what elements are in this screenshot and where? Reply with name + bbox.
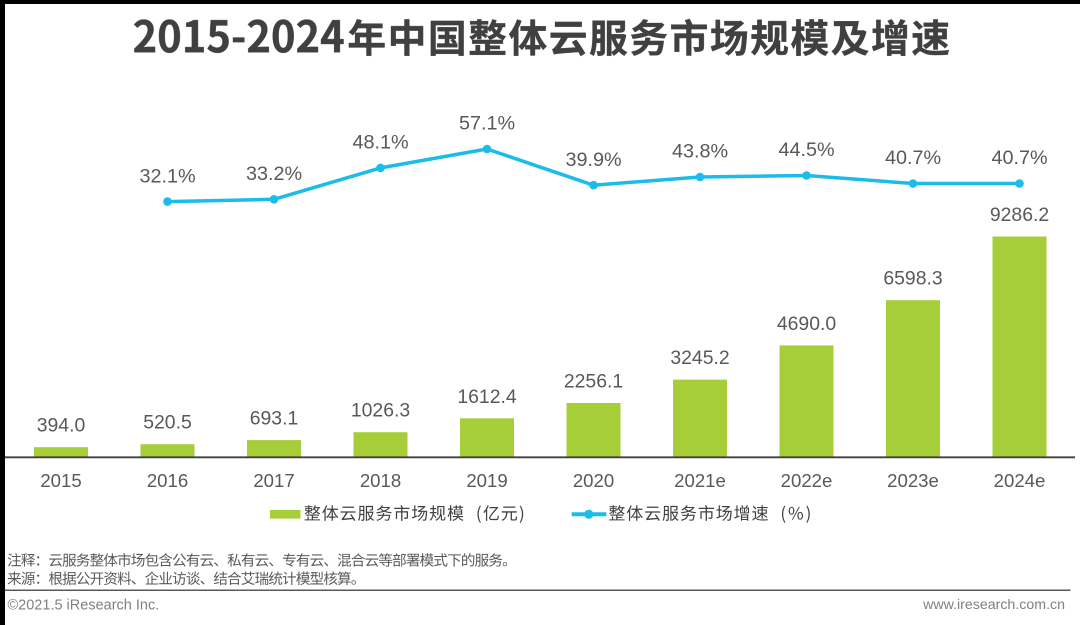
svg-text:44.5%: 44.5% <box>778 139 834 161</box>
svg-text:9286.2: 9286.2 <box>990 204 1049 226</box>
svg-text:2022e: 2022e <box>781 470 833 491</box>
svg-text:40.7%: 40.7% <box>991 147 1047 169</box>
svg-text:www.iresearch.com.cn: www.iresearch.com.cn <box>922 597 1065 613</box>
svg-text:57.1%: 57.1% <box>459 113 515 135</box>
svg-text:1612.4: 1612.4 <box>457 386 517 408</box>
svg-text:2023e: 2023e <box>887 470 939 491</box>
svg-text:2016: 2016 <box>147 470 188 491</box>
svg-text:39.9%: 39.9% <box>565 149 621 171</box>
svg-text:2019: 2019 <box>466 470 507 491</box>
svg-text:2017: 2017 <box>253 470 294 491</box>
svg-text:©2021.5 iResearch Inc.: ©2021.5 iResearch Inc. <box>8 598 160 614</box>
svg-text:48.1%: 48.1% <box>352 132 408 154</box>
svg-text:1026.3: 1026.3 <box>351 400 410 422</box>
svg-text:2015: 2015 <box>40 470 81 491</box>
svg-text:2018: 2018 <box>360 470 401 491</box>
svg-text:2024e: 2024e <box>994 470 1046 491</box>
svg-text:40.7%: 40.7% <box>885 147 941 169</box>
svg-text:6598.3: 6598.3 <box>883 268 942 290</box>
svg-text:394.0: 394.0 <box>37 415 86 437</box>
svg-text:4690.0: 4690.0 <box>777 313 837 335</box>
svg-text:2256.1: 2256.1 <box>564 371 623 393</box>
svg-text:43.8%: 43.8% <box>672 141 728 163</box>
svg-text:32.1%: 32.1% <box>139 165 195 187</box>
svg-text:520.5: 520.5 <box>143 412 192 434</box>
svg-text:3245.2: 3245.2 <box>670 347 729 369</box>
svg-text:693.1: 693.1 <box>250 408 299 430</box>
svg-text:2020: 2020 <box>573 470 614 491</box>
svg-text:33.2%: 33.2% <box>246 163 302 185</box>
svg-text:2021e: 2021e <box>674 470 726 491</box>
